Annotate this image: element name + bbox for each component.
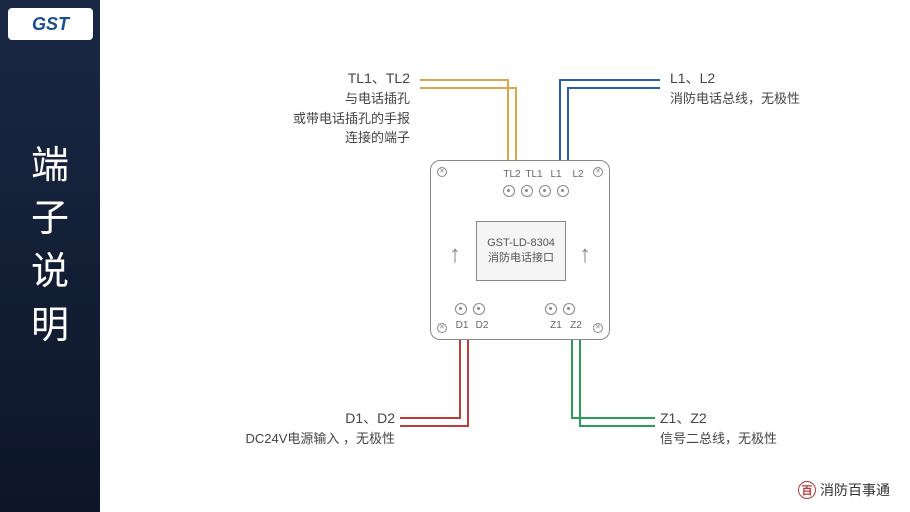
screw-icon <box>437 167 447 177</box>
callout-tl: TL1、TL2 与电话插孔 或带电话插孔的手报 连接的端子 <box>210 68 410 148</box>
terminal-labels-bottom: D1 D2 Z1 Z2 <box>453 320 585 331</box>
screw-icon <box>437 323 447 333</box>
device-chip: GST-LD-8304 消防电话接口 <box>476 221 566 281</box>
arrow-up-icon: ↑ <box>449 241 461 269</box>
terminal-labels-top: TL2 TL1 L1 L2 <box>503 169 587 180</box>
page-title: 端 子 说 明 <box>0 140 100 353</box>
arrow-up-icon: ↑ <box>579 241 591 269</box>
brand-logo: GST <box>8 8 93 40</box>
terminal-row-top <box>503 185 569 197</box>
watermark: 百 消防百事通 <box>798 480 890 500</box>
sidebar: GST 端 子 说 明 <box>0 0 100 512</box>
device-module: TL2 TL1 L1 L2 ↑ ↑ GST-LD-8304 消防电话接口 D1 … <box>430 160 610 340</box>
device-model: GST-LD-8304 <box>487 236 555 251</box>
screw-icon <box>593 167 603 177</box>
terminal-row-bottom <box>455 303 575 315</box>
screw-icon <box>593 323 603 333</box>
watermark-icon: 百 <box>798 481 816 499</box>
device-subtitle: 消防电话接口 <box>488 251 554 266</box>
callout-z: Z1、Z2 信号二总线，无极性 <box>660 408 777 449</box>
wiring-diagram: TL2 TL1 L1 L2 ↑ ↑ GST-LD-8304 消防电话接口 D1 … <box>100 0 910 512</box>
callout-d: D1、D2 DC24V电源输入 ，无极性 <box>195 408 395 449</box>
callout-l: L1、L2 消防电话总线，无极性 <box>670 68 800 109</box>
